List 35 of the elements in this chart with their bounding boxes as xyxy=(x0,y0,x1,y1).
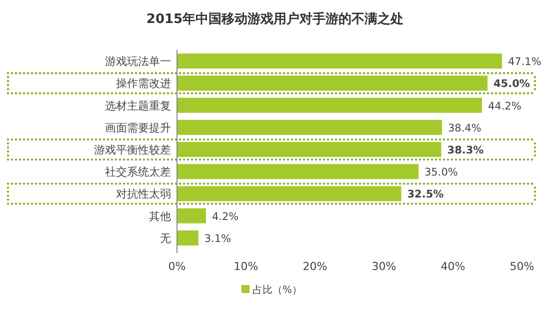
bar xyxy=(177,230,198,246)
data-label: 47.1% xyxy=(508,56,542,68)
y-tick-label: 社交系统太差 xyxy=(105,166,171,179)
bar xyxy=(177,120,442,135)
bar xyxy=(177,186,402,202)
bar xyxy=(177,142,442,158)
x-tick-label: 30% xyxy=(372,260,396,273)
y-tick-label: 游戏玩法单一 xyxy=(105,55,171,68)
data-label: 35.0% xyxy=(424,166,458,179)
data-label: 32.5% xyxy=(407,188,444,201)
data-label: 4.2% xyxy=(212,210,239,223)
x-tick-label: 20% xyxy=(302,260,328,273)
data-label: 3.1% xyxy=(204,232,232,245)
chart-title: 2015年中国移动游戏用户对手游的不满之处 xyxy=(146,11,404,27)
data-label: 44.2% xyxy=(488,100,522,112)
x-tick-label: 0% xyxy=(168,260,186,273)
x-tick-label: 50% xyxy=(510,260,534,273)
bar xyxy=(177,54,502,69)
y-tick-label: 选材主题重复 xyxy=(105,99,171,112)
y-tick-label: 其他 xyxy=(149,210,171,223)
y-tick-label: 画面需要提升 xyxy=(105,121,171,134)
bar xyxy=(177,208,206,224)
bar xyxy=(177,98,482,113)
y-tick-label: 操作需改进 xyxy=(116,77,171,90)
legend-label: 占比（%） xyxy=(252,284,302,296)
y-tick-label: 对抗性太弱 xyxy=(116,188,171,201)
data-label: 38.4% xyxy=(448,122,482,134)
bar xyxy=(177,164,418,180)
data-label: 38.3% xyxy=(447,144,484,156)
y-tick-label: 游戏平衡性较差 xyxy=(94,144,171,156)
x-tick-label: 40% xyxy=(440,260,466,273)
y-tick-label: 无 xyxy=(160,232,171,245)
x-tick-label: 10% xyxy=(234,260,258,273)
bar xyxy=(177,76,488,91)
data-label: 45.0% xyxy=(494,78,530,90)
